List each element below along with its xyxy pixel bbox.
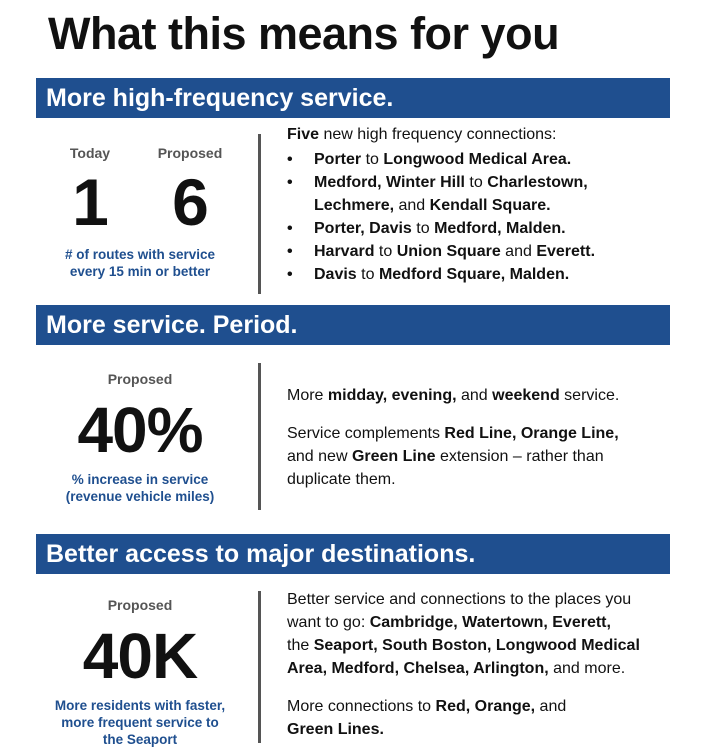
- list-item: Porter to Longwood Medical Area.: [287, 148, 667, 171]
- service-increase-caption: % increase in service (revenue vehicle m…: [65, 472, 215, 504]
- section-header-more-service: More service. Period.: [36, 305, 670, 345]
- proposed-label: Proposed: [107, 597, 173, 613]
- divider: [258, 591, 261, 743]
- service-increase-value: 40%: [77, 394, 203, 466]
- today-value: 1: [72, 165, 109, 239]
- service-text: More midday, evening, and weekend servic…: [287, 387, 620, 488]
- proposed-label: Proposed: [157, 145, 223, 161]
- residents-value: 40K: [82, 620, 198, 692]
- connections-text: Five new high frequency connections: Por…: [287, 123, 667, 286]
- destinations-text: Better service and connections to the pl…: [287, 591, 640, 738]
- proposed-label: Proposed: [107, 371, 173, 387]
- section-header-major-destinations: Better access to major destinations.: [36, 534, 670, 574]
- list-item: Porter, Davis to Medford, Malden.: [287, 217, 667, 240]
- today-label: Today: [69, 145, 111, 161]
- list-item: Davis to Medford Square, Malden.: [287, 263, 667, 286]
- routes-caption: # of routes with service every 15 min or…: [64, 247, 216, 279]
- list-item: Harvard to Union Square and Everett.: [287, 240, 667, 263]
- page-title: What this means for you: [48, 8, 560, 59]
- list-item: Medford, Winter Hill to Charlestown,Lech…: [287, 171, 667, 217]
- proposed-value: 6: [172, 165, 209, 239]
- residents-caption: More residents with faster, more frequen…: [54, 698, 226, 747]
- divider: [258, 134, 261, 294]
- section-header-high-frequency: More high-frequency service.: [36, 78, 670, 118]
- divider: [258, 363, 261, 510]
